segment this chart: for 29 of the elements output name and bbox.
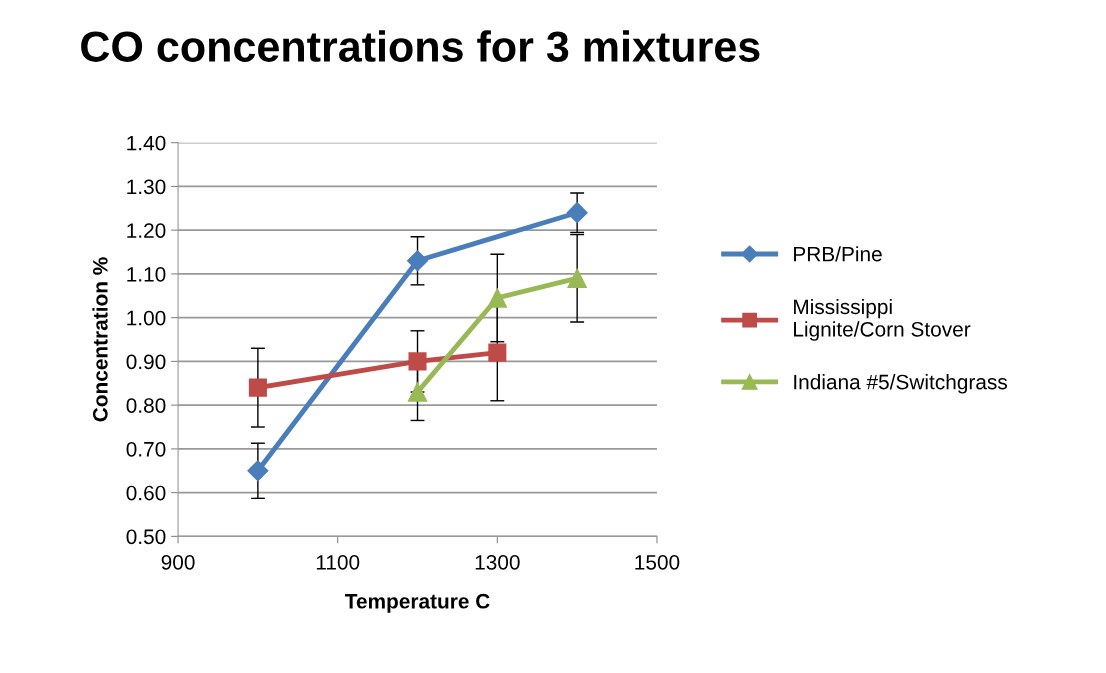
y-axis-title: Concentration %: [92, 257, 108, 422]
y-tick-label: 1.00: [127, 310, 166, 326]
x-axis-title: Temperature C: [345, 593, 490, 613]
point: [408, 352, 427, 371]
point: [567, 268, 587, 289]
point: [566, 202, 588, 224]
y-tick-label: 0.50: [126, 529, 166, 545]
y-tick-label: 1.30: [127, 179, 166, 195]
legend-label: Mississippi Lignite/Corn Stover: [794, 298, 971, 341]
y-tick-label: 0.60: [126, 485, 166, 501]
point: [248, 378, 267, 397]
point: [488, 343, 507, 362]
legend-label: Indiana #5/Switchgrass: [794, 374, 1008, 394]
legend-label: PRB/Pine: [794, 246, 882, 262]
point: [406, 250, 429, 272]
y-tick-label: 0.90: [126, 354, 166, 370]
point: [407, 382, 428, 402]
point: [247, 460, 269, 482]
x-tick-label: 1100: [316, 554, 360, 570]
y-tick-label: 0.70: [126, 441, 166, 457]
chart-title: CO concentrations for 3 mixtures: [81, 30, 760, 62]
y-tick-label: 1.20: [127, 223, 166, 238]
y-tick-label: 0.80: [126, 398, 166, 413]
point: [487, 288, 508, 308]
x-tick-label: 1300: [475, 554, 520, 570]
y-tick-label: 1.40: [127, 135, 166, 151]
x-tick-label: 1500: [635, 554, 680, 570]
y-tick-label: 1.10: [127, 266, 166, 282]
x-tick-label: 900: [161, 554, 195, 570]
